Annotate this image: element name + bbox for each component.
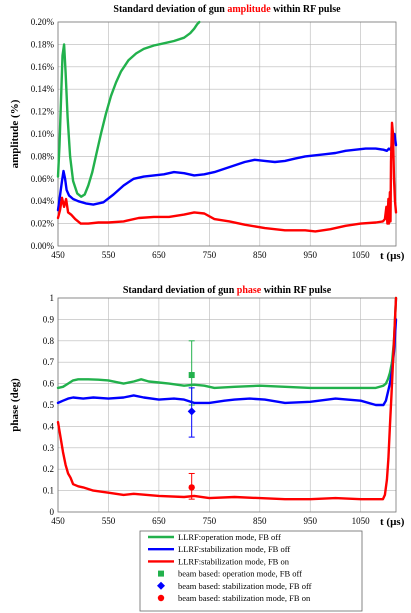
y-tick-label: 0.00% (31, 241, 55, 251)
y-axis-label: phase (deg) (9, 378, 21, 432)
x-tick-label: 450 (51, 516, 65, 526)
x-tick-label: 650 (152, 250, 166, 260)
x-tick-label: 450 (51, 250, 65, 260)
y-tick-label: 0.8 (43, 336, 55, 346)
x-tick-label: 750 (203, 516, 217, 526)
x-tick-label: 550 (102, 516, 116, 526)
legend-swatch-diamond (157, 581, 165, 590)
chart-title: Standard deviation of gun phase within R… (123, 285, 332, 296)
y-tick-label: 0.18% (31, 39, 55, 49)
series-line-2 (56, 318, 398, 407)
x-tick-label: 1050 (352, 250, 371, 260)
y-tick-label: 0.02% (31, 219, 55, 229)
y-tick-label: 0 (50, 507, 55, 517)
legend-box (139, 530, 363, 612)
series-line-1 (56, 296, 398, 390)
x-tick-label: 550 (102, 250, 116, 260)
plot-area (57, 21, 397, 247)
series-line-1 (56, 20, 201, 198)
x-tick-label: 850 (253, 250, 267, 260)
y-tick-label: 0.4 (43, 421, 55, 431)
y-tick-label: 0.3 (43, 443, 55, 453)
y-tick-label: 0.12% (31, 107, 55, 117)
data-point-square (188, 372, 195, 379)
chart-title-part: within RF pulse (271, 4, 341, 15)
x-tick-label: 1050 (352, 516, 371, 526)
y-tick-label: 0.20% (31, 17, 55, 27)
legend-item-label: beam based: stabilization mode, FB off (178, 581, 312, 591)
plot-area (57, 297, 397, 513)
y-tick-label: 0.1 (43, 486, 54, 496)
x-tick-label: 950 (303, 250, 317, 260)
chart-1: Standard deviation of gun amplitude with… (9, 4, 405, 262)
x-axis-label: t (µs) (380, 516, 405, 528)
x-tick-label: 850 (253, 516, 267, 526)
legend-item-label: beam based: stabilization mode, FB on (178, 593, 311, 603)
x-tick-label: 950 (303, 516, 317, 526)
y-tick-label: 0.06% (31, 174, 55, 184)
series-line-3 (56, 296, 398, 501)
chart-title-part: phase (237, 285, 262, 296)
chart-title-part: Standard deviation of gun (113, 4, 227, 15)
chart-title-part: Standard deviation of gun (123, 285, 237, 296)
x-tick-label: 750 (203, 250, 217, 260)
chart-title-part: amplitude (227, 4, 271, 15)
legend-swatch-square (158, 570, 164, 577)
legend-item-label: beam based: operation mode, FB off (178, 569, 302, 579)
y-tick-label: 0.16% (31, 62, 55, 72)
x-axis-label: t (µs) (380, 250, 405, 262)
y-tick-label: 0.5 (43, 400, 55, 410)
data-point-diamond (187, 407, 196, 416)
legend-item-label: LLRF:stabilization mode, FB off (178, 544, 290, 554)
legend-swatch-circle (157, 594, 165, 602)
y-tick-label: 1 (50, 293, 55, 303)
y-tick-label: 0.10% (31, 129, 55, 139)
legend: LLRF:operation mode, FB off LLRF:stabiliz… (139, 530, 363, 612)
series-line-2 (56, 132, 398, 212)
legend-item-label: LLRF:operation mode, FB off (178, 532, 281, 542)
chart-title-part: within RF pulse (261, 285, 331, 296)
series-line-3 (56, 121, 398, 233)
y-tick-label: 0.14% (31, 84, 55, 94)
y-tick-label: 0.9 (43, 314, 55, 324)
y-tick-label: 0.08% (31, 151, 55, 161)
chart-title: Standard deviation of gun amplitude with… (113, 4, 341, 15)
chart-2: Standard deviation of gun phase within R… (9, 285, 405, 528)
y-tick-label: 0.04% (31, 196, 55, 206)
legend-item-label: LLRF:stabilization mode, FB on (178, 556, 290, 566)
x-tick-label: 650 (152, 516, 166, 526)
y-tick-label: 0.2 (43, 464, 54, 474)
y-tick-label: 0.7 (43, 357, 55, 367)
y-axis-label: amplitude (%) (9, 99, 21, 168)
y-tick-label: 0.6 (43, 379, 55, 389)
data-point-circle (188, 484, 195, 491)
